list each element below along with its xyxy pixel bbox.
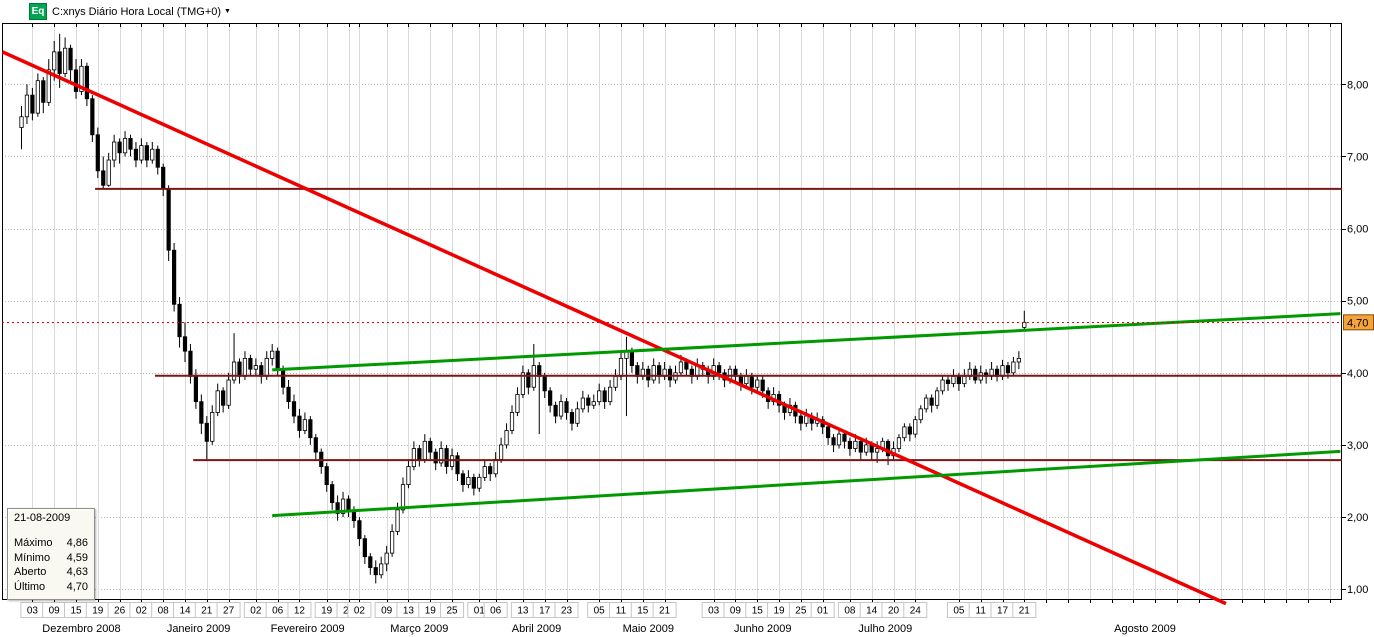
svg-text:27: 27 [223,606,235,617]
svg-text:09: 09 [49,606,61,617]
info-box-row-open: Aberto 4,63 [14,565,88,580]
svg-text:06: 06 [272,606,284,617]
svg-text:01: 01 [474,606,486,617]
svg-text:02: 02 [354,606,366,617]
svg-text:17: 17 [539,606,551,617]
svg-text:03: 03 [708,606,720,617]
svg-text:Fevereiro 2009: Fevereiro 2009 [271,623,345,635]
svg-text:8,00: 8,00 [1347,79,1368,91]
info-label: Mínimo [14,551,51,564]
gridlines [2,23,1342,600]
svg-text:Março 2009: Março 2009 [390,623,448,635]
svg-text:02: 02 [250,606,262,617]
svg-text:19: 19 [321,606,333,617]
svg-text:11: 11 [976,606,987,617]
svg-text:20: 20 [888,606,900,617]
x-axis-month-labels: Dezembro 2008 Janeiro 2009 Fevereiro 2009 M… [42,623,1176,635]
x-axis-date-labels: 03 09 15 19 26 02 08 14 21 27 02 06 12 19 25 02 09 13 19 25… [20,602,1037,618]
trendlines [1,50,1341,606]
svg-text:21: 21 [659,606,671,617]
svg-text:4,00: 4,00 [1347,368,1368,380]
info-value: 4,86 [66,537,88,549]
svg-text:23: 23 [561,606,573,617]
svg-text:26: 26 [114,606,126,617]
plot-frame [2,23,1342,600]
svg-text:05: 05 [953,606,965,617]
svg-text:Junho 2009: Junho 2009 [734,623,792,635]
info-box-date: 21-08-2009 [14,512,71,524]
svg-text:19: 19 [773,606,785,617]
svg-text:25: 25 [795,606,807,617]
svg-text:08: 08 [158,606,170,617]
svg-text:Abril 2009: Abril 2009 [512,623,562,635]
svg-text:15: 15 [637,606,649,617]
chevron-down-icon[interactable]: ▼ [224,8,231,15]
svg-text:19: 19 [425,606,437,617]
info-value: 4,63 [66,566,88,578]
svg-text:Dezembro 2008: Dezembro 2008 [42,623,120,635]
last-price-marker: 4,70 [1343,314,1374,331]
info-box-row-min: Mínimo 4,59 [14,551,88,566]
info-label: Último [14,580,46,593]
svg-text:3,00: 3,00 [1347,440,1368,452]
ohlc-info-box: 21-08-2009 Máximo 4,86 Mínimo 4,59 Abert… [7,508,95,600]
svg-text:17: 17 [997,606,1009,617]
svg-text:02: 02 [136,606,148,617]
svg-text:11: 11 [616,606,627,617]
svg-text:08: 08 [844,606,856,617]
info-label: Máximo [14,537,53,549]
chart-title[interactable]: C:xnys Diário Hora Local (TMG+0) [52,5,222,18]
svg-text:1,00: 1,00 [1347,584,1368,596]
svg-text:09: 09 [381,606,393,617]
svg-text:13: 13 [517,606,529,617]
svg-text:14: 14 [179,606,191,617]
svg-text:Janeiro 2009: Janeiro 2009 [167,623,231,635]
uptrend-channel-lower-line [272,449,1341,518]
svg-text:09: 09 [730,606,742,617]
svg-text:2,00: 2,00 [1347,512,1368,524]
svg-text:13: 13 [403,606,415,617]
info-value: 4,59 [66,551,88,564]
svg-text:25: 25 [446,606,458,617]
svg-text:21: 21 [201,606,213,617]
uptrend-channel-upper-line [272,312,1341,372]
svg-text:01: 01 [817,606,829,617]
svg-text:03: 03 [27,606,39,617]
svg-text:21: 21 [1019,606,1031,617]
svg-text:Maio 2009: Maio 2009 [623,623,674,635]
svg-text:7,00: 7,00 [1347,151,1368,163]
svg-text:24: 24 [910,606,922,617]
info-value: 4,70 [66,580,88,593]
axis-tick-marks [32,23,1346,603]
svg-text:12: 12 [294,606,306,617]
svg-text:5,00: 5,00 [1347,296,1368,308]
svg-text:Agosto 2009: Agosto 2009 [1114,623,1176,635]
svg-text:06: 06 [490,606,502,617]
info-box-row-max: Máximo 4,86 [14,536,88,551]
equity-type-badge-icon: Eq [29,3,47,20]
svg-text:4,70: 4,70 [1347,317,1368,329]
downtrend-resistance-line [1,50,1227,606]
info-label: Aberto [14,566,47,578]
svg-text:6,00: 6,00 [1347,224,1368,236]
chart-header: Eq C:xnys Diário Hora Local (TMG+0) ▼ [29,3,231,20]
y-axis-labels: 8,00 7,00 6,00 5,00 4,00 3,00 2,00 1,00 [1347,79,1368,596]
candlesticks [19,33,1027,584]
svg-text:14: 14 [866,606,878,617]
svg-text:19: 19 [92,606,104,617]
info-box-row-last: Último 4,70 [14,580,88,595]
svg-text:15: 15 [70,606,82,617]
svg-text:Julho 2009: Julho 2009 [858,623,912,635]
svg-text:15: 15 [752,606,764,617]
svg-text:05: 05 [594,606,606,617]
